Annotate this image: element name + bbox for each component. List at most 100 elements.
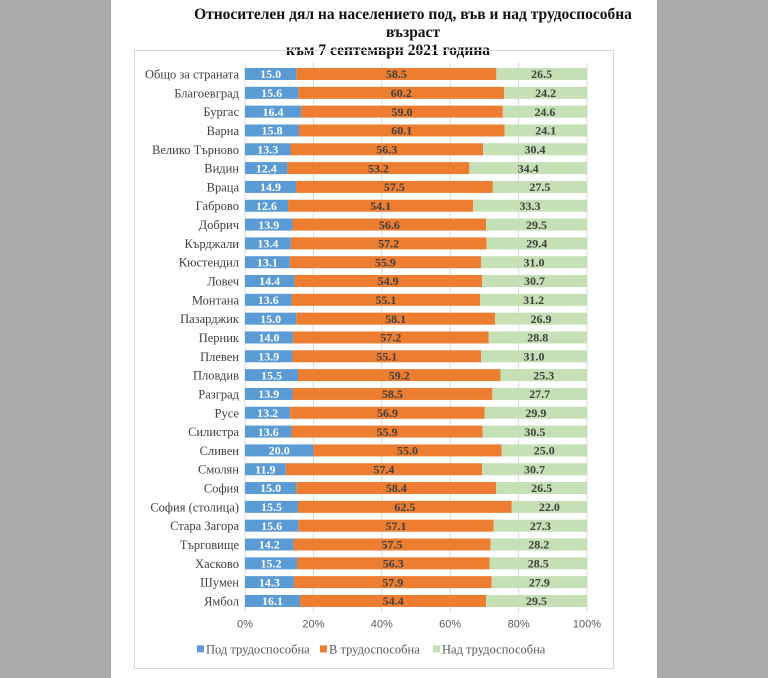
data-label: 28.2 — [528, 538, 549, 552]
bar-segment — [245, 500, 299, 513]
x-tick-label: 80% — [508, 618, 530, 630]
bar-segment — [290, 237, 487, 250]
data-label: 15.5 — [261, 500, 282, 514]
data-label: 30.7 — [524, 274, 545, 288]
bar-segment — [299, 124, 505, 137]
bar-segment — [245, 369, 299, 382]
data-label: 31.0 — [523, 255, 544, 269]
bar-segment — [496, 482, 587, 495]
data-label: 59.0 — [391, 105, 412, 119]
bar-segment — [245, 237, 291, 250]
category-label: Перник — [199, 331, 240, 345]
x-tick-label: 100% — [573, 618, 601, 630]
category-label: София — [204, 482, 239, 496]
data-label: 27.5 — [529, 180, 550, 194]
bar-segment — [501, 444, 587, 457]
data-label: 13.6 — [258, 293, 279, 307]
bar-segment — [301, 105, 503, 118]
data-label: 57.4 — [373, 462, 394, 476]
chart-frame: 0% 20% 40% 60% 80% 100% Общо за страната 15.0 58… — [134, 50, 614, 669]
bar-segment — [245, 68, 297, 80]
data-label: 15.2 — [260, 557, 281, 571]
data-label: 29.9 — [525, 406, 546, 420]
bar-segment — [245, 406, 291, 419]
category-label: Варна — [207, 124, 240, 138]
bar-segment — [482, 425, 587, 438]
data-label: 30.7 — [524, 462, 545, 476]
data-label: 31.2 — [523, 293, 544, 307]
data-label: 29.5 — [526, 594, 547, 608]
bar-segment — [291, 425, 483, 438]
data-label: 30.5 — [524, 425, 545, 439]
data-label: 57.9 — [382, 575, 403, 589]
data-label: 54.4 — [383, 594, 404, 608]
data-label: 31.0 — [523, 350, 544, 364]
category-label: Велико Търново — [152, 143, 239, 157]
bar-segment — [488, 331, 587, 344]
x-tick-label: 20% — [302, 618, 324, 630]
data-label: 13.1 — [257, 255, 278, 269]
bar-segment — [298, 500, 512, 513]
data-label: 27.3 — [530, 519, 551, 533]
category-label: Разград — [198, 387, 239, 401]
x-tick-label: 40% — [371, 618, 393, 630]
data-label: 15.6 — [261, 519, 282, 533]
bar-segment — [504, 86, 587, 99]
category-label: Габрово — [196, 199, 239, 213]
bar-segment — [245, 293, 292, 306]
bar-segment — [486, 594, 587, 607]
data-label: 30.4 — [525, 142, 546, 156]
bar-segment — [245, 594, 301, 607]
bar-segment — [245, 331, 293, 344]
bar-segment — [502, 105, 587, 118]
bar-segment — [245, 124, 300, 137]
bar-segment — [245, 425, 292, 438]
category-label: Плевен — [200, 350, 239, 364]
bar-segment — [245, 312, 297, 325]
bar-segment — [293, 576, 492, 589]
bar-segment — [296, 557, 490, 570]
bar-segment — [486, 218, 587, 231]
bar-segment — [245, 576, 294, 589]
bar-segment — [245, 199, 289, 212]
category-label: Бургас — [203, 105, 239, 119]
data-label: 56.3 — [376, 142, 397, 156]
bar-segment — [245, 444, 314, 457]
data-label: 54.9 — [378, 274, 399, 288]
category-label: Смолян — [198, 463, 239, 477]
data-label: 15.0 — [260, 67, 281, 81]
bar-segment — [500, 369, 587, 382]
bar-segment — [245, 86, 299, 99]
data-label: 27.9 — [529, 575, 550, 589]
data-label: 14.0 — [258, 331, 279, 345]
data-label: 33.3 — [520, 199, 541, 213]
data-label: 25.3 — [533, 368, 554, 382]
data-label: 62.5 — [394, 500, 415, 514]
data-label: 24.1 — [535, 124, 556, 138]
data-label: 57.2 — [380, 331, 401, 345]
bar-segment — [290, 406, 485, 419]
bar-segment — [298, 519, 494, 532]
data-label: 28.8 — [527, 331, 548, 345]
category-label: Силистра — [188, 425, 239, 439]
bar-segment — [292, 387, 493, 400]
category-label: Пловдив — [193, 369, 239, 383]
data-label: 29.4 — [526, 237, 547, 251]
data-label: 14.2 — [259, 538, 280, 552]
category-label: Стара Загора — [170, 519, 239, 533]
bar-segment — [511, 500, 587, 513]
bar-segment — [296, 482, 497, 495]
category-label: Ямбол — [204, 594, 239, 608]
chart-title-line-1: Относителен дял на населението под, във … — [194, 6, 632, 41]
data-label: 57.5 — [384, 180, 405, 194]
bar-segment — [245, 218, 293, 231]
bar-segment — [490, 538, 587, 551]
legend-label: Под трудоспособна — [206, 642, 310, 656]
data-label: 59.2 — [389, 368, 410, 382]
bar-segment — [289, 256, 481, 269]
bar-segment — [493, 519, 587, 532]
bar-segment — [296, 180, 493, 193]
data-label: 12.6 — [256, 199, 277, 213]
data-label: 16.1 — [262, 594, 283, 608]
bar-segment — [285, 463, 483, 476]
